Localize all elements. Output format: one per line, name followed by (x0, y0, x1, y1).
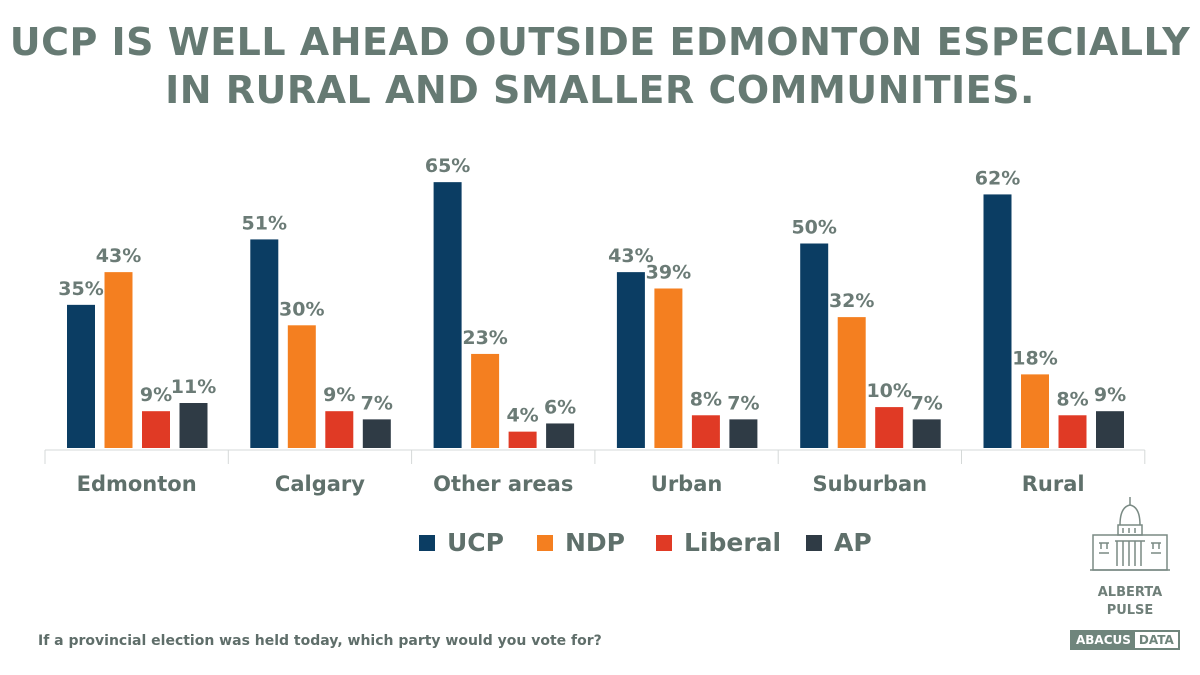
data-label: 7% (911, 392, 943, 414)
bar-liberal (691, 415, 720, 448)
bar-liberal (1058, 415, 1087, 448)
bar-ucp (250, 239, 279, 448)
alberta-pulse-logo: ALBERTA PULSE (1080, 495, 1180, 620)
abacus-data-logo: ABACUS DATA (1070, 630, 1180, 650)
category-label: Rural (1022, 472, 1085, 496)
bar-ucp (616, 272, 645, 448)
data-label: 8% (690, 388, 722, 410)
data-label: 18% (1012, 347, 1057, 369)
bar-ap (1096, 411, 1124, 448)
data-label: 10% (866, 380, 911, 402)
legend-swatch-ucp (419, 535, 435, 551)
bar-liberal (142, 411, 170, 448)
title-line-1: UCP IS WELL AHEAD OUTSIDE EDMONTON ESPEC… (9, 20, 1191, 64)
legend-label-ap: AP (834, 528, 872, 557)
legislature-building-icon (1090, 497, 1170, 571)
data-label: 9% (1094, 384, 1126, 406)
data-label: 51% (242, 212, 287, 234)
data-label: 11% (171, 376, 216, 398)
data-label: 7% (361, 392, 393, 414)
data-label: 8% (1056, 388, 1088, 410)
abacus-text: ABACUS (1072, 632, 1135, 648)
data-label: 30% (279, 298, 324, 320)
data-label: 39% (646, 261, 691, 283)
bar-ndp (104, 272, 133, 448)
chart-title: UCP IS WELL AHEAD OUTSIDE EDMONTON ESPEC… (0, 18, 1200, 114)
bar-ndp (1021, 374, 1049, 448)
bar-ucp (800, 243, 829, 448)
data-label: 7% (727, 392, 759, 414)
data-text: DATA (1134, 632, 1178, 648)
bar-ndp (471, 353, 500, 448)
data-label: 35% (58, 278, 103, 300)
survey-question: If a provincial election was held today,… (38, 633, 602, 649)
data-label: 43% (608, 245, 653, 267)
bar-ucp (433, 182, 462, 448)
bar-liberal (325, 411, 354, 448)
data-label: 32% (829, 290, 874, 312)
bar-ap (179, 403, 208, 448)
legend-swatch-ndp (537, 535, 553, 551)
data-label: 43% (96, 245, 141, 267)
legend-swatch-liberal (656, 535, 672, 551)
data-label: 9% (140, 384, 172, 406)
category-label: Suburban (813, 472, 928, 496)
bar-ap (729, 419, 758, 448)
bar-ndp (654, 288, 683, 448)
legend-swatch-ap (806, 535, 822, 551)
bar-ap (546, 423, 575, 448)
category-label: Edmonton (77, 472, 197, 496)
data-label: 4% (506, 405, 538, 427)
data-label: 23% (462, 327, 507, 349)
logo-line-1: ALBERTA (1097, 585, 1163, 600)
bar-ndp (837, 317, 866, 448)
data-label: 6% (544, 396, 576, 418)
data-label: 9% (323, 384, 355, 406)
data-label: 65% (425, 155, 470, 177)
legend-label-ndp: NDP (565, 528, 625, 557)
title-line-2: IN RURAL AND SMALLER COMMUNITIES. (165, 68, 1035, 112)
category-label: Calgary (275, 472, 365, 496)
category-label: Other areas (433, 472, 573, 496)
data-label: 50% (791, 217, 836, 239)
bar-ap (912, 419, 941, 448)
bar-ap (362, 419, 391, 448)
legend-label-ucp: UCP (447, 528, 504, 557)
bar-liberal (508, 431, 537, 448)
legend-label-liberal: Liberal (684, 528, 781, 557)
logo-line-2: PULSE (1106, 603, 1154, 618)
data-label: 62% (975, 167, 1020, 189)
bar-liberal (875, 407, 904, 448)
bar-ucp (983, 194, 1012, 448)
category-label: Urban (651, 472, 723, 496)
bar-ndp (287, 325, 316, 448)
bar-ucp (67, 304, 95, 448)
